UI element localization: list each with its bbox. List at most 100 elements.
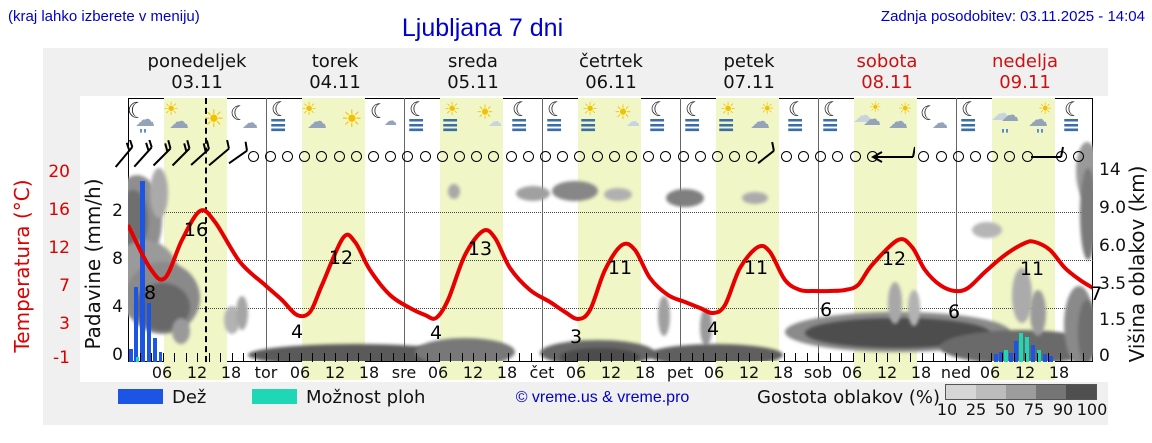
day-name: petek — [723, 51, 775, 72]
weather-icon-sun: ☀ — [334, 99, 370, 145]
weather-icon-sun-cloud-gray: ☀ ☁ — [748, 99, 784, 145]
x-axis-tick — [576, 353, 578, 362]
x-axis-tick — [519, 353, 520, 362]
x-axis-tick — [312, 353, 313, 362]
x-axis-label: 18 — [496, 363, 518, 382]
x-axis-label: 18 — [772, 363, 794, 382]
weather-icon-moon-fog: ☾ ≡ — [955, 99, 991, 145]
cloud-glyph: ☁ — [307, 109, 327, 133]
x-axis-tick — [1071, 353, 1072, 362]
wind-calm-icon — [591, 151, 603, 162]
wind-calm-icon — [522, 151, 534, 162]
fog-glyph: ≡ — [959, 113, 977, 138]
x-axis-tick — [1082, 353, 1084, 362]
x-axis-label: 18 — [634, 363, 656, 382]
cloud-blob — [1030, 290, 1046, 336]
fog-glyph: ≡ — [407, 113, 425, 138]
day-name: ponedeljek — [147, 51, 247, 72]
x-axis-tick — [358, 353, 359, 362]
wind-calm-icon — [987, 151, 999, 162]
x-axis-label: 12 — [186, 363, 208, 382]
cloud-blob — [604, 188, 632, 201]
sun-glyph: ☀ — [301, 99, 318, 120]
density-gradient-segment — [1006, 385, 1036, 399]
x-axis-tick — [1036, 353, 1038, 362]
moon-glyph: ☾ — [409, 97, 427, 121]
cloud-blob — [658, 296, 670, 336]
x-axis-tick — [944, 353, 946, 362]
wind-calm-icon — [385, 151, 397, 162]
weather-icon-moon-fog: ☾ ≡ — [1058, 99, 1094, 145]
x-axis-label: 12 — [600, 363, 622, 382]
precipitation-bar — [1009, 353, 1013, 362]
x-axis-label: 18 — [220, 363, 242, 382]
wind-calm-icon — [677, 151, 689, 162]
wind-calm-icon — [608, 151, 620, 162]
x-axis-tick — [1059, 353, 1061, 362]
wind-calm-icon — [694, 151, 706, 162]
x-axis-label: 12 — [462, 363, 484, 382]
precipitation-bar — [147, 303, 151, 362]
x-axis-tick — [381, 353, 382, 362]
weather-icon-moon-fog: ☾ ≡ — [817, 99, 853, 145]
x-axis-tick — [197, 353, 198, 362]
cloud-height-tick-label: 0 — [1099, 346, 1110, 366]
wind-calm-icon — [952, 151, 964, 162]
sun-glyph: ☀ — [582, 99, 599, 120]
weather-icon-moon-fog: ☾ ≡ — [644, 99, 680, 145]
weather-icon-sun-cloud: ☀ ☁ — [161, 99, 197, 145]
cloud-glyph: ☁ — [932, 113, 948, 132]
x-axis-label: čet — [529, 363, 555, 382]
density-gradient-segment — [946, 385, 976, 399]
x-axis-tick — [795, 353, 796, 362]
x-axis-tick — [933, 353, 934, 362]
x-axis-tick — [737, 353, 739, 362]
cloud-blob — [448, 184, 460, 199]
x-axis-tick — [657, 353, 658, 362]
temperature-value-label: 8 — [143, 282, 157, 304]
precipitation-bar — [1031, 345, 1035, 362]
x-axis-tick — [484, 353, 486, 362]
cloud-blob — [516, 186, 550, 201]
precipitation-bar — [159, 352, 162, 362]
day-header: sreda 05.11 — [408, 51, 538, 93]
rain-glyph: '' — [139, 128, 147, 143]
x-axis-tick — [1002, 353, 1003, 362]
x-axis-tick — [967, 353, 969, 362]
rain-glyph: '' — [1036, 128, 1044, 143]
wind-calm-icon — [1073, 151, 1085, 162]
precipitation-bar — [134, 287, 138, 362]
x-axis-tick — [783, 353, 785, 362]
precipitation-tick-label: 8 — [112, 249, 123, 269]
cloud-blob — [1080, 168, 1093, 260]
x-axis-tick — [139, 353, 141, 362]
cloud-height-tick-label: 9.0 — [1099, 198, 1127, 218]
precipitation-tick-label: 4 — [112, 297, 123, 317]
x-axis-tick — [680, 353, 681, 362]
density-tick-label: 100 — [1076, 400, 1108, 419]
x-axis-tick — [254, 353, 256, 362]
x-axis-tick — [611, 353, 612, 362]
density-gradient-segment — [1036, 385, 1066, 399]
precipitation-bar — [1037, 350, 1041, 362]
wind-calm-icon — [539, 151, 551, 162]
precipitation-bar — [136, 357, 139, 362]
temperature-value-label: 6 — [819, 299, 833, 321]
precipitation-bar — [140, 181, 145, 362]
weather-icon-moon-cloud: ☾ ☁ — [920, 99, 956, 145]
cloud-blob — [172, 318, 190, 344]
copyright-link[interactable]: © vreme.us & vreme.pro — [515, 389, 690, 406]
cloudw-glyph: ☁ — [991, 101, 1011, 125]
sun-glyph: ☀ — [444, 99, 461, 120]
weather-icon-moon-cloud-small: ☾ ☁ — [368, 99, 404, 145]
wind-calm-icon — [367, 151, 379, 162]
cloud-density-gradient — [945, 384, 1097, 400]
precipitation-bar — [994, 354, 998, 362]
x-axis-tick — [645, 353, 647, 362]
x-axis-label: 12 — [1014, 363, 1036, 382]
weather-icon-clouds-drizzle: ☁ ☁ '' — [989, 99, 1025, 145]
cloud-height-tick-label: 6.0 — [1099, 236, 1127, 256]
cloud-height-tick-label: 14 — [1099, 160, 1121, 180]
moon-glyph: ☾ — [788, 97, 806, 121]
x-axis-label: tor — [254, 363, 278, 382]
